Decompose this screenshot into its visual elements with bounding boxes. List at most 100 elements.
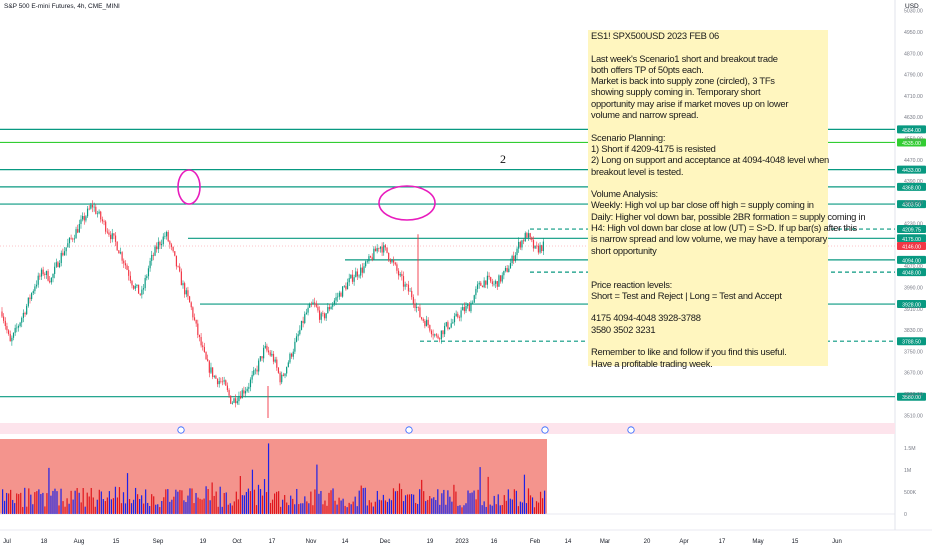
candle-body <box>190 302 192 308</box>
candle-body <box>26 305 28 315</box>
event-marker-icon[interactable] <box>627 426 635 434</box>
candle-body <box>4 320 6 327</box>
candle-body <box>503 270 505 276</box>
candle-body <box>444 326 446 335</box>
supply-zone-circle[interactable] <box>378 185 436 221</box>
candle-body <box>424 320 426 327</box>
volume-bar <box>14 503 16 514</box>
candle-body <box>391 260 393 263</box>
note-line: Have a profitable trading week. <box>591 357 713 369</box>
volume-bar <box>517 506 519 514</box>
x-tick-label: May <box>752 539 763 545</box>
candle-body <box>185 290 187 295</box>
candle-body <box>225 380 227 386</box>
level-price-label: 4175.00 <box>902 237 921 243</box>
event-marker-icon[interactable] <box>177 426 185 434</box>
volume-bar <box>12 499 14 514</box>
candle-body <box>360 267 362 276</box>
candle-body <box>358 275 360 277</box>
volume-bar <box>332 488 334 514</box>
volume-bar <box>541 498 544 514</box>
volume-bar <box>191 488 193 514</box>
candle-body <box>447 322 449 329</box>
volume-bar <box>537 502 540 514</box>
candle-body <box>299 329 301 335</box>
x-tick-label: Mar <box>600 539 610 545</box>
y-tick-label: 4790.00 <box>904 73 923 79</box>
volume-bar <box>221 506 223 514</box>
supply-zone-circle[interactable] <box>177 169 201 205</box>
volume-bar <box>8 493 10 514</box>
candle-body <box>82 215 84 220</box>
candle-body <box>305 312 308 315</box>
candle-body <box>29 297 31 300</box>
volume-bar <box>324 500 326 514</box>
volume-bar <box>513 489 515 514</box>
candle-body <box>269 352 271 356</box>
candle-body <box>340 292 342 297</box>
event-marker-icon[interactable] <box>405 426 413 434</box>
volume-bar <box>207 489 209 514</box>
candle-body <box>302 320 304 324</box>
candle-body <box>42 269 44 275</box>
candle-body <box>266 345 268 351</box>
candle-body <box>509 263 512 269</box>
candle-body <box>218 380 220 385</box>
candle-body <box>50 277 52 283</box>
volume-bar <box>457 505 459 514</box>
volume-bar <box>509 498 511 514</box>
level-price-label: 3928.00 <box>902 303 921 309</box>
candle-body <box>118 250 120 254</box>
candle-body <box>221 381 224 383</box>
candle-body <box>139 293 141 295</box>
candle-body <box>177 266 179 267</box>
note-line: 2) Long on support and acceptance at 409… <box>591 154 830 166</box>
volume-bar <box>145 489 147 514</box>
volume-bar <box>237 499 239 514</box>
volume-bar <box>161 500 163 514</box>
candle-body <box>467 304 469 307</box>
candle-body <box>404 284 406 287</box>
candle-body <box>159 241 161 246</box>
candle-body <box>448 327 451 329</box>
candle-body <box>295 336 298 342</box>
event-marker-icon[interactable] <box>541 426 549 434</box>
candle-body <box>272 353 275 362</box>
y-tick-label: 4310.00 <box>904 200 923 206</box>
candle-body <box>475 289 477 296</box>
candle-body <box>251 374 253 380</box>
candle-body <box>425 319 428 327</box>
volume-bar <box>519 501 522 514</box>
x-tick-label: 18 <box>41 539 48 545</box>
candle-body <box>365 261 367 267</box>
x-tick-label: 19 <box>427 539 434 545</box>
candle-body <box>91 204 94 208</box>
candle-body <box>239 395 242 399</box>
x-tick-label: 14 <box>342 539 349 545</box>
candle-body <box>374 248 377 252</box>
y-tick-label: 4950.00 <box>904 30 923 36</box>
volume-bar <box>235 491 237 514</box>
candle-body <box>294 341 296 352</box>
candle-body <box>98 211 100 214</box>
level-price-label: 3580.00 <box>902 395 921 401</box>
volume-bar <box>72 499 74 514</box>
candle-body <box>49 280 51 283</box>
candle-body <box>37 275 39 285</box>
volume-bar <box>271 499 274 514</box>
y-tick-label: 4630.00 <box>904 115 923 121</box>
candle-body <box>529 233 531 238</box>
candle-body <box>47 271 49 281</box>
volume-bar <box>328 492 330 514</box>
candle-body <box>57 262 59 268</box>
candle-body <box>208 361 210 373</box>
candle-body <box>114 235 117 242</box>
analysis-note[interactable]: ES1! SPX500USD 2023 FEB 06 Last week's Sc… <box>588 30 866 369</box>
level-price-badge <box>897 125 926 134</box>
volume-bar <box>515 490 517 514</box>
candle-body <box>361 267 363 273</box>
candle-body <box>223 380 225 382</box>
volume-bar <box>34 492 36 514</box>
volume-bar <box>112 498 115 514</box>
candle-body <box>244 391 247 394</box>
